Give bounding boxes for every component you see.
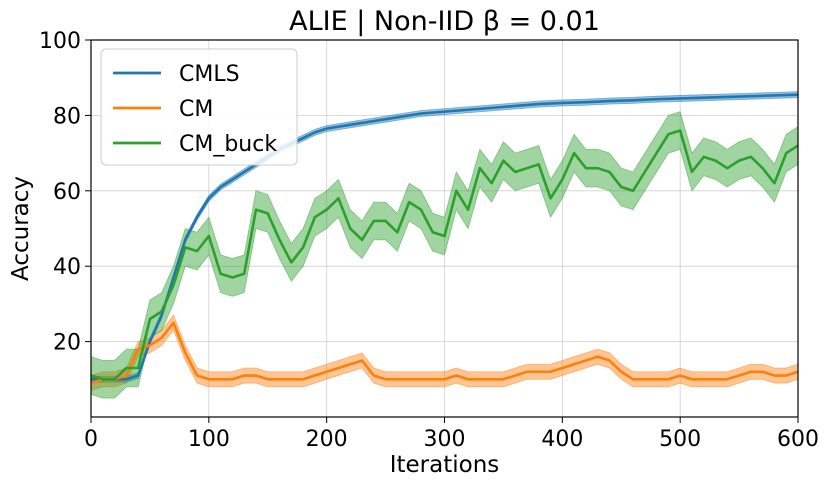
x-tick-label: 300	[424, 427, 466, 452]
y-axis-label: Accuracy	[8, 176, 34, 281]
legend-box	[100, 48, 298, 166]
series-line-0	[91, 93, 799, 381]
y-tick-label: 60	[53, 180, 81, 205]
y-tick-label: 20	[53, 331, 81, 356]
legend-label: CM_buck	[179, 132, 277, 157]
x-tick-label: 500	[659, 427, 701, 452]
x-tick-label: 200	[306, 427, 348, 452]
x-axis-label: Iterations	[390, 452, 500, 478]
chart-title: ALIE | Non-IID β = 0.01	[289, 6, 600, 37]
ticks: 0 100 200 300 400 500 600 20 40 60 80 100	[39, 29, 819, 452]
x-tick-label: 600	[777, 427, 819, 452]
x-tick-label: 100	[188, 427, 230, 452]
y-tick-label: 40	[53, 255, 81, 280]
x-tick-label: 400	[541, 427, 583, 452]
legend-label: CMLS	[179, 62, 240, 87]
y-tick-label: 100	[39, 29, 81, 54]
series-lines	[90, 93, 799, 385]
series-line-1	[90, 321, 799, 385]
x-tick-label: 0	[84, 427, 98, 452]
legend-label: CM	[179, 97, 213, 122]
series-line-2	[90, 129, 799, 381]
legend: CMLS CM CM_buck	[100, 48, 298, 166]
y-tick-label: 80	[53, 104, 81, 129]
